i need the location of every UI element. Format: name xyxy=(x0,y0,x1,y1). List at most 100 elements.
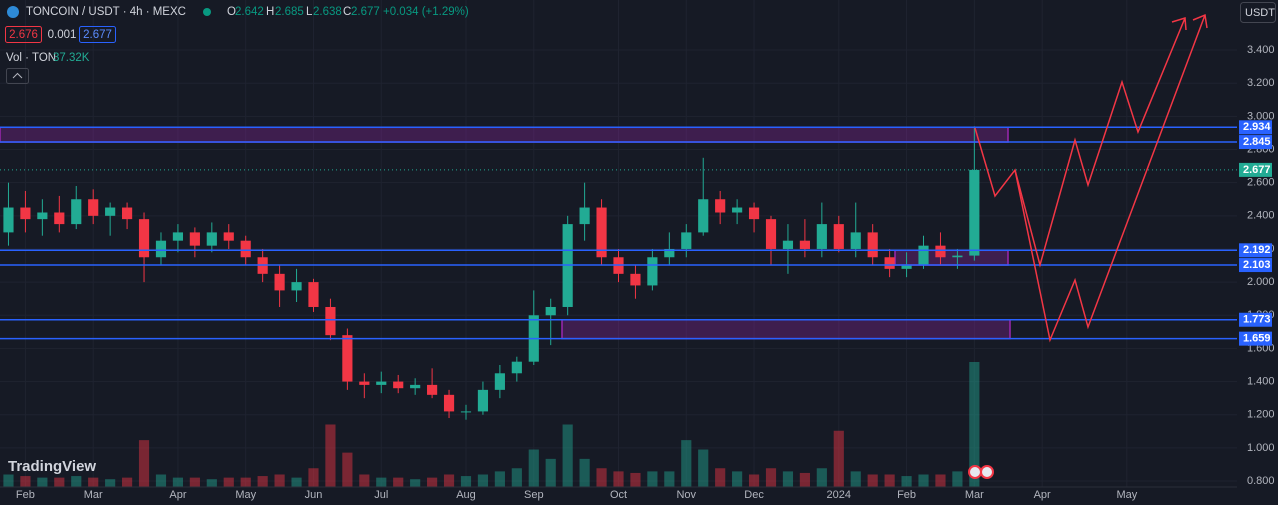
axes: 0.8001.0001.2001.4001.6001.8002.0002.200… xyxy=(16,44,1275,501)
candle-body xyxy=(172,232,184,241)
y-tick-label: 2.400 xyxy=(1247,210,1275,222)
candle-body xyxy=(901,265,912,269)
level-label-bg xyxy=(1239,331,1272,346)
volume-bar xyxy=(511,468,522,487)
ohlc-value: 2.638 xyxy=(313,6,342,18)
candle-body xyxy=(850,232,861,249)
x-tick-label: Dec xyxy=(744,489,764,501)
volume-bar xyxy=(342,452,353,487)
candle-body xyxy=(664,248,675,258)
candle-body xyxy=(681,232,692,249)
level-label: 2.934 xyxy=(1243,121,1271,133)
x-tick-label: Jul xyxy=(374,489,388,501)
x-tick-label: Apr xyxy=(1034,489,1051,501)
logo: TradingView xyxy=(8,458,96,475)
bid[interactable]: 2.676 xyxy=(9,29,38,41)
volume-bar xyxy=(359,474,370,487)
candle-body xyxy=(37,212,48,220)
volume-bar xyxy=(952,471,963,487)
candle-body xyxy=(3,207,14,233)
y-tick-label: 1.000 xyxy=(1247,442,1275,454)
candle-body xyxy=(308,282,319,307)
level-label: 2.103 xyxy=(1243,259,1271,271)
last-price-bg xyxy=(1239,162,1272,177)
y-tick-label: 3.200 xyxy=(1247,77,1275,89)
collapse-icon xyxy=(12,72,23,79)
volume-bar xyxy=(647,471,658,487)
buy-box[interactable] xyxy=(79,26,116,43)
volume-bar xyxy=(325,424,336,487)
volume-bar xyxy=(630,472,641,487)
candle-body xyxy=(867,232,878,258)
volume-bar xyxy=(105,479,116,487)
candle-body xyxy=(511,361,522,374)
volume-bar xyxy=(833,430,844,487)
x-tick-label: Feb xyxy=(897,489,916,501)
candle-body xyxy=(138,219,150,258)
volume-bar xyxy=(935,474,946,487)
volume-bar xyxy=(477,474,489,487)
volume-bar xyxy=(54,477,65,487)
currency-button[interactable] xyxy=(1240,2,1276,23)
candle-body xyxy=(443,394,455,412)
last-price-label: 2.677 xyxy=(1243,164,1271,176)
candle-body xyxy=(240,240,251,258)
candle-body xyxy=(71,199,82,225)
ohlc-label: O xyxy=(227,6,236,18)
sell-box[interactable] xyxy=(5,26,42,43)
volume-bar xyxy=(189,477,200,487)
volume-bar xyxy=(494,471,505,487)
x-tick-label: Mar xyxy=(84,489,103,501)
volume-bar xyxy=(206,479,217,487)
volume-bar xyxy=(782,471,794,487)
x-tick-label: Apr xyxy=(169,489,186,501)
x-tick-label: May xyxy=(235,489,256,501)
arrow-head xyxy=(1171,17,1187,31)
ohlc-label: C xyxy=(343,6,351,18)
y-tick-label: 2.000 xyxy=(1247,276,1275,288)
candle-body xyxy=(698,199,709,233)
y-tick-label: 0.800 xyxy=(1247,475,1275,487)
volume-bar xyxy=(3,474,14,487)
ohlc-value: 2.642 xyxy=(235,6,264,18)
volume-bar xyxy=(122,477,133,487)
arrow-head xyxy=(1192,13,1208,29)
symbol-icon xyxy=(7,6,19,18)
candle-body xyxy=(376,381,387,385)
candle-body xyxy=(223,232,234,241)
volume-bar xyxy=(732,471,743,487)
candle-body xyxy=(88,199,99,216)
volume-bar xyxy=(850,471,861,487)
candle-body xyxy=(816,224,827,249)
x-tick-label: Jun xyxy=(305,489,323,501)
volume-bar xyxy=(681,440,692,487)
zone xyxy=(0,126,1009,143)
ohlc-label: L xyxy=(306,6,313,18)
candle-body xyxy=(105,207,116,216)
ask[interactable]: 2.677 xyxy=(83,29,112,41)
collapse-button[interactable] xyxy=(6,68,29,84)
event-flag[interactable] xyxy=(968,465,982,479)
x-tick-label: May xyxy=(1116,489,1137,501)
volume-bar xyxy=(698,449,709,487)
volume-bar xyxy=(240,477,251,487)
volume-bar xyxy=(613,471,624,487)
event-flag[interactable] xyxy=(980,465,994,479)
candle-body xyxy=(460,411,472,413)
y-tick-label: 1.200 xyxy=(1247,409,1275,421)
y-tick-label: 2.600 xyxy=(1247,177,1275,189)
candle-body xyxy=(54,212,65,225)
volume-bar xyxy=(291,477,302,487)
x-tick-label: Aug xyxy=(456,489,476,501)
x-tick-label: 2024 xyxy=(827,489,851,501)
level-label: 1.659 xyxy=(1243,333,1271,345)
ohlc-value: 2.685 xyxy=(275,6,304,18)
volume-bar xyxy=(664,471,675,487)
currency[interactable]: USDT xyxy=(1245,7,1275,19)
volume-bar xyxy=(579,458,590,487)
candle-body xyxy=(732,207,743,213)
y-tick-label: 3.400 xyxy=(1247,44,1275,56)
volume-bar xyxy=(20,476,31,487)
